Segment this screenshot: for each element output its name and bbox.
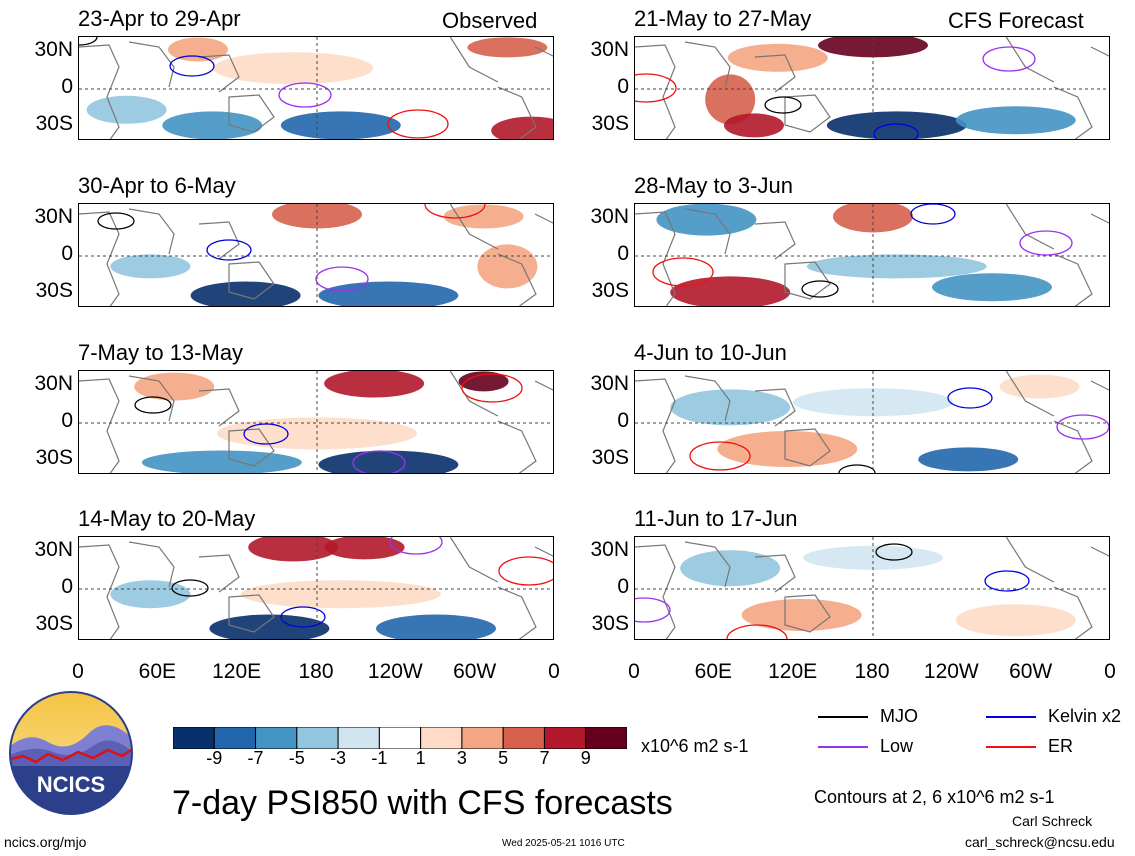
- panel-title: 28-May to 3-Jun: [634, 173, 793, 198]
- lon-label: 0: [628, 660, 640, 683]
- main-title: 7-day PSI850 with CFS forecasts: [172, 784, 673, 822]
- map-panel-left-3: [78, 536, 554, 640]
- lat-label: 0: [617, 575, 629, 598]
- lat-label: 30N: [590, 37, 629, 61]
- colorbar-swatch: [543, 726, 587, 750]
- legend-line: [986, 746, 1036, 748]
- panel-title: 30-Apr to 6-May: [78, 173, 236, 198]
- colorbar-tick: -3: [330, 748, 347, 768]
- lat-label: 0: [617, 409, 629, 432]
- lat-label: 0: [61, 409, 73, 432]
- colorbar-swatch: [585, 726, 628, 750]
- lat-label: 30N: [34, 537, 73, 561]
- lat-label: 30S: [591, 279, 629, 303]
- author-email[interactable]: carl_schreck@ncsu.edu: [965, 834, 1115, 850]
- footer-url[interactable]: ncics.org/mjo: [4, 834, 87, 850]
- contours-note: Contours at 2, 6 x10^6 m2 s-1: [814, 787, 1055, 807]
- lat-label: 0: [617, 242, 629, 265]
- lon-label: 60E: [694, 660, 733, 683]
- lat-label: 30S: [35, 446, 73, 470]
- lat-label: 0: [617, 75, 629, 98]
- colorbar-swatch: [502, 726, 545, 750]
- lon-label: 0: [548, 660, 560, 683]
- legend-line: [818, 716, 868, 718]
- legend-label: ER: [1048, 736, 1074, 756]
- lon-label: 0: [72, 660, 84, 683]
- colorbar-tick: 7: [539, 748, 550, 768]
- forecast-label: CFS Forecast: [948, 8, 1084, 33]
- lon-label: 180: [854, 660, 890, 683]
- colorbar-tick: 1: [415, 748, 426, 768]
- colorbar-swatch: [172, 726, 215, 750]
- lat-label: 0: [61, 75, 73, 98]
- lon-label: 120E: [212, 660, 262, 683]
- colorbar-swatch: [420, 726, 463, 750]
- map-panel-right-4: [634, 36, 1110, 140]
- colorbar-swatch: [255, 726, 298, 750]
- panel-title: 11-Jun to 17-Jun: [634, 506, 798, 531]
- lon-label: 120E: [768, 660, 818, 683]
- lon-label: 120W: [367, 660, 423, 683]
- colorbar-tick: -1: [371, 748, 388, 768]
- lat-label: 30N: [34, 37, 73, 61]
- lat-label: 30S: [591, 612, 629, 636]
- colorbar-tick: 3: [456, 748, 467, 768]
- lat-label: 30N: [590, 371, 629, 395]
- lon-label: 60W: [453, 660, 497, 683]
- author: Carl Schreck: [1012, 813, 1093, 829]
- timestamp: Wed 2025-05-21 1016 UTC: [502, 838, 625, 849]
- colorbar-tick: -5: [288, 748, 305, 768]
- lon-label: 0: [1104, 660, 1116, 683]
- lat-label: 30S: [35, 279, 73, 303]
- colorbar-swatch: [337, 726, 380, 750]
- lat-label: 0: [61, 242, 73, 265]
- map-panel-left-2: [78, 370, 554, 474]
- panel-title: 7-May to 13-May: [78, 340, 244, 365]
- legend-label: MJO: [880, 706, 918, 726]
- colorbar-swatch: [461, 726, 504, 750]
- lon-label: 60W: [1009, 660, 1053, 683]
- colorbar-swatch: [296, 726, 339, 750]
- map-panel-left-1: [78, 203, 554, 307]
- map-panel-right-5: [634, 203, 1110, 307]
- colorbar-tick: 9: [580, 748, 591, 768]
- lon-label: 180: [298, 660, 334, 683]
- colorbar-units: x10^6 m2 s-1: [641, 736, 749, 756]
- panel-title: 4-Jun to 10-Jun: [634, 340, 787, 365]
- logo-text: NCICS: [37, 772, 105, 797]
- map-panel-right-7: [634, 536, 1110, 640]
- lat-label: 30N: [590, 204, 629, 228]
- lon-label: 120W: [923, 660, 979, 683]
- lat-label: 30S: [35, 612, 73, 636]
- ncics-logo: NCICS: [8, 690, 134, 816]
- panel-title: 21-May to 27-May: [634, 6, 812, 31]
- legend-line: [986, 716, 1036, 718]
- lat-label: 30N: [34, 371, 73, 395]
- lat-label: 30N: [34, 204, 73, 228]
- map-panel-left-0: [78, 36, 554, 140]
- colorbar-tick: -9: [206, 748, 223, 768]
- panel-title: 14-May to 20-May: [78, 506, 256, 531]
- lon-label: 60E: [138, 660, 177, 683]
- lat-label: 30S: [591, 112, 629, 136]
- legend-label: Kelvin x2: [1048, 706, 1122, 726]
- map-panel-right-6: [634, 370, 1110, 474]
- lat-label: 0: [61, 575, 73, 598]
- lat-label: 30S: [591, 446, 629, 470]
- observed-label: Observed: [442, 8, 538, 33]
- panel-title: 23-Apr to 29-Apr: [78, 6, 241, 31]
- legend-label: Low: [880, 736, 914, 756]
- colorbar-tick: 5: [498, 748, 509, 768]
- colorbar-tick: -7: [247, 748, 264, 768]
- lat-label: 30N: [590, 537, 629, 561]
- lat-label: 30S: [35, 112, 73, 136]
- colorbar: [172, 726, 628, 754]
- colorbar-swatch: [378, 726, 422, 750]
- legend-line: [818, 746, 868, 748]
- colorbar-swatch: [213, 726, 257, 750]
